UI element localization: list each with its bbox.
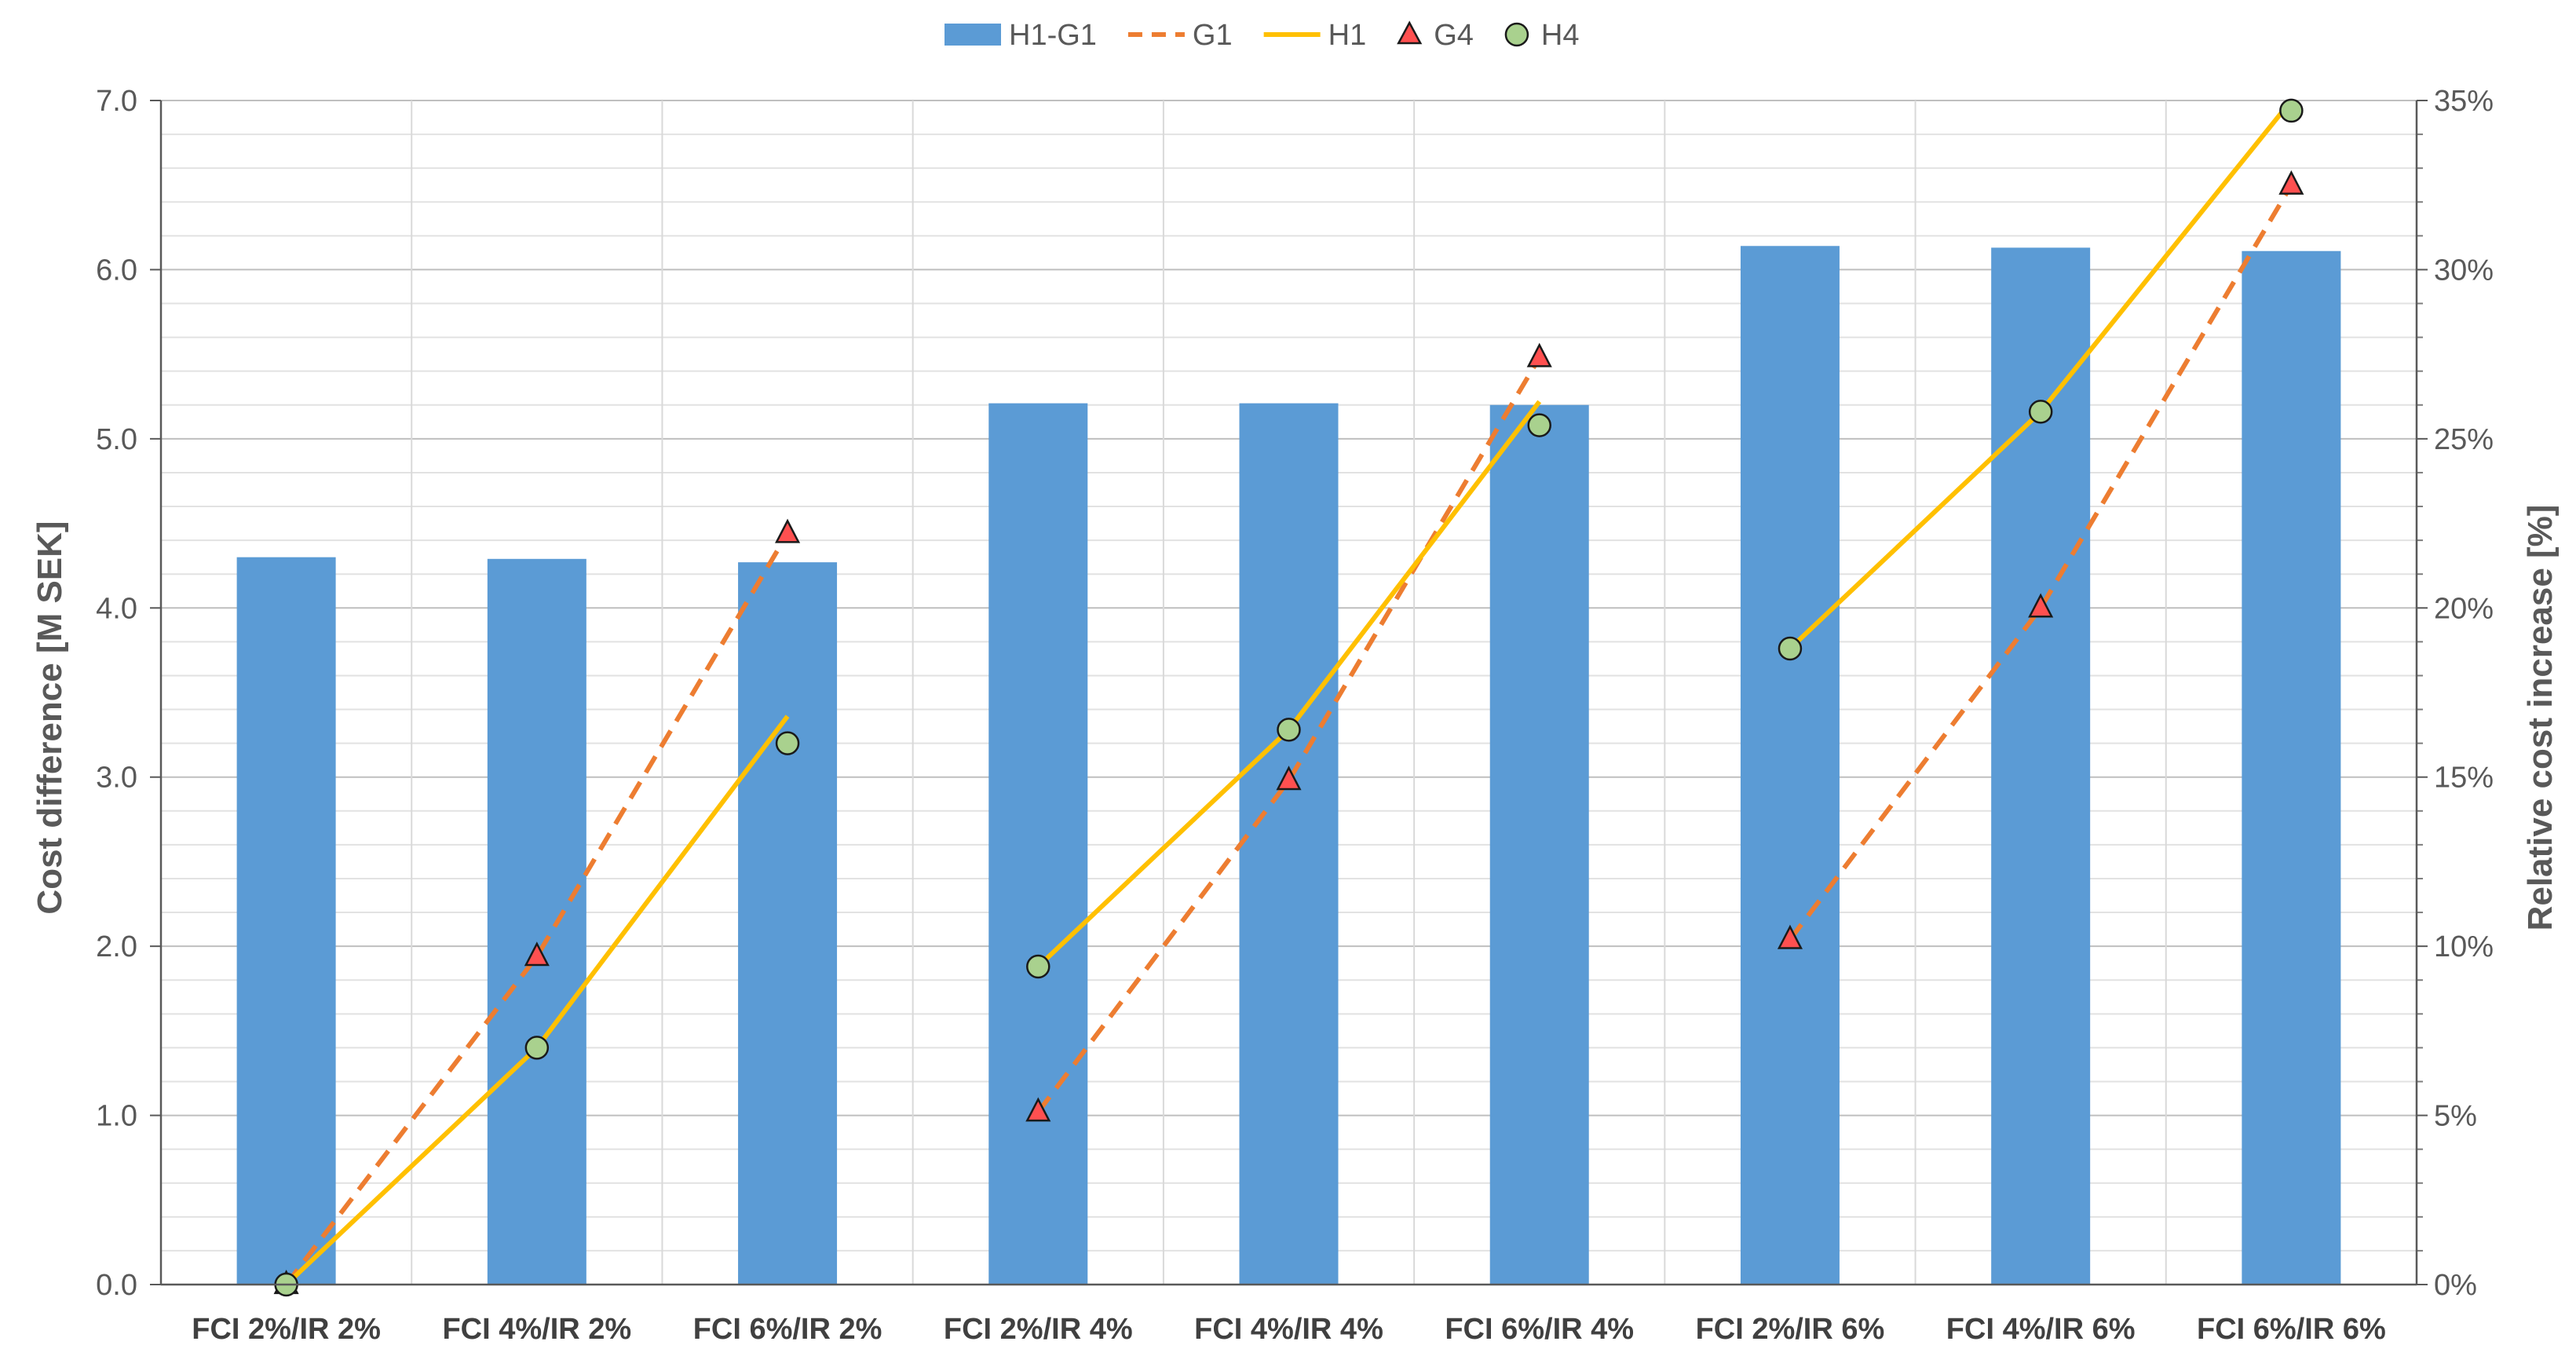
y-tick-label: 1.0 [96, 1100, 137, 1133]
legend-label-h1-g1: H1-G1 [1009, 19, 1097, 52]
marker-g4 [2278, 170, 2304, 195]
legend-swatch-h4 [1504, 22, 1529, 47]
marker-h4 [1778, 636, 1803, 661]
y2-axis-title: Relative cost increase [%] [2521, 505, 2560, 931]
bar-h1-g1 [487, 558, 586, 1285]
y2-tick-label: 10% [2434, 930, 2494, 963]
y2-tick-label: 30% [2434, 254, 2494, 287]
y2-tick-label: 25% [2434, 423, 2494, 456]
y-tick-label: 5.0 [96, 423, 137, 456]
y-tick-label: 2.0 [96, 930, 137, 963]
bar-h1-g1 [2242, 250, 2341, 1285]
y-tick-label: 0.0 [96, 1269, 137, 1302]
bar-h1-g1 [988, 403, 1088, 1285]
x-tick-label: FCI 2%/IR 4% [944, 1313, 1133, 1346]
marker-h4 [524, 1036, 550, 1060]
bar-h1-g1 [738, 562, 838, 1285]
marker-g4 [1276, 766, 1302, 791]
line-g1 [284, 532, 790, 1286]
legend-label-g4: G4 [1434, 19, 1474, 52]
markers [273, 98, 2304, 1297]
x-tick-label: FCI 4%/IR 6% [1946, 1313, 2136, 1346]
marker-g4 [1777, 924, 1803, 949]
marker-h4 [1277, 718, 1301, 742]
x-tick-label: FCI 4%/IR 4% [1194, 1313, 1383, 1346]
y2-tick-label: 15% [2434, 762, 2494, 795]
marker-h4 [2028, 400, 2053, 424]
marker-g4 [1025, 1097, 1051, 1122]
legend-swatch-g4 [1397, 20, 1423, 45]
marker-g4 [2028, 593, 2054, 618]
y2-tick-label: 35% [2434, 85, 2494, 118]
x-tick-label: FCI 6%/IR 4% [1445, 1313, 1634, 1346]
y2-tick-label: 20% [2434, 592, 2494, 625]
bar-h1-g1 [1489, 404, 1589, 1285]
legend-swatch-h1-g1 [945, 24, 1001, 46]
axes: 0.0 1.0 2.0 3.0 4.0 5.0 6.0 7.0 0% 5% 10% 15% 20% 25%… [96, 85, 2494, 1346]
y-axis-title: Cost difference [M SEK] [31, 521, 69, 914]
x-tick-label: FCI 6%/IR 2% [693, 1313, 882, 1346]
legend-label-g1: G1 [1193, 19, 1233, 52]
marker-g4 [524, 941, 550, 967]
y-tick-label: 4.0 [96, 592, 137, 625]
legend: H1-G1 G1 H1 G4 H4 [945, 19, 1579, 52]
bar-h1-g1 [1740, 246, 1840, 1285]
bars [236, 246, 2341, 1285]
marker-h4 [1026, 954, 1050, 979]
x-tick-label: FCI 2%/IR 6% [1696, 1313, 1885, 1346]
x-tick-label: FCI 2%/IR 2% [192, 1313, 381, 1346]
y-tick-label: 7.0 [96, 85, 137, 118]
y-tick-label: 6.0 [96, 254, 137, 287]
bar-h1-g1 [236, 557, 336, 1285]
y2-tick-label: 0% [2434, 1269, 2477, 1302]
marker-h4 [1527, 413, 1551, 437]
x-tick-label: FCI 4%/IR 2% [442, 1313, 631, 1346]
marker-g4 [775, 518, 801, 543]
marker-h4 [775, 731, 800, 755]
y-tick-label: 3.0 [96, 762, 137, 795]
x-tick-label: FCI 6%/IR 6% [2197, 1313, 2386, 1346]
legend-label-h4: H4 [1541, 19, 1580, 52]
marker-g4 [1526, 342, 1552, 367]
marker-h4 [2279, 98, 2304, 123]
y2-tick-label: 5% [2434, 1100, 2477, 1133]
bar-h1-g1 [1239, 403, 1339, 1285]
legend-label-h1: H1 [1328, 19, 1367, 52]
